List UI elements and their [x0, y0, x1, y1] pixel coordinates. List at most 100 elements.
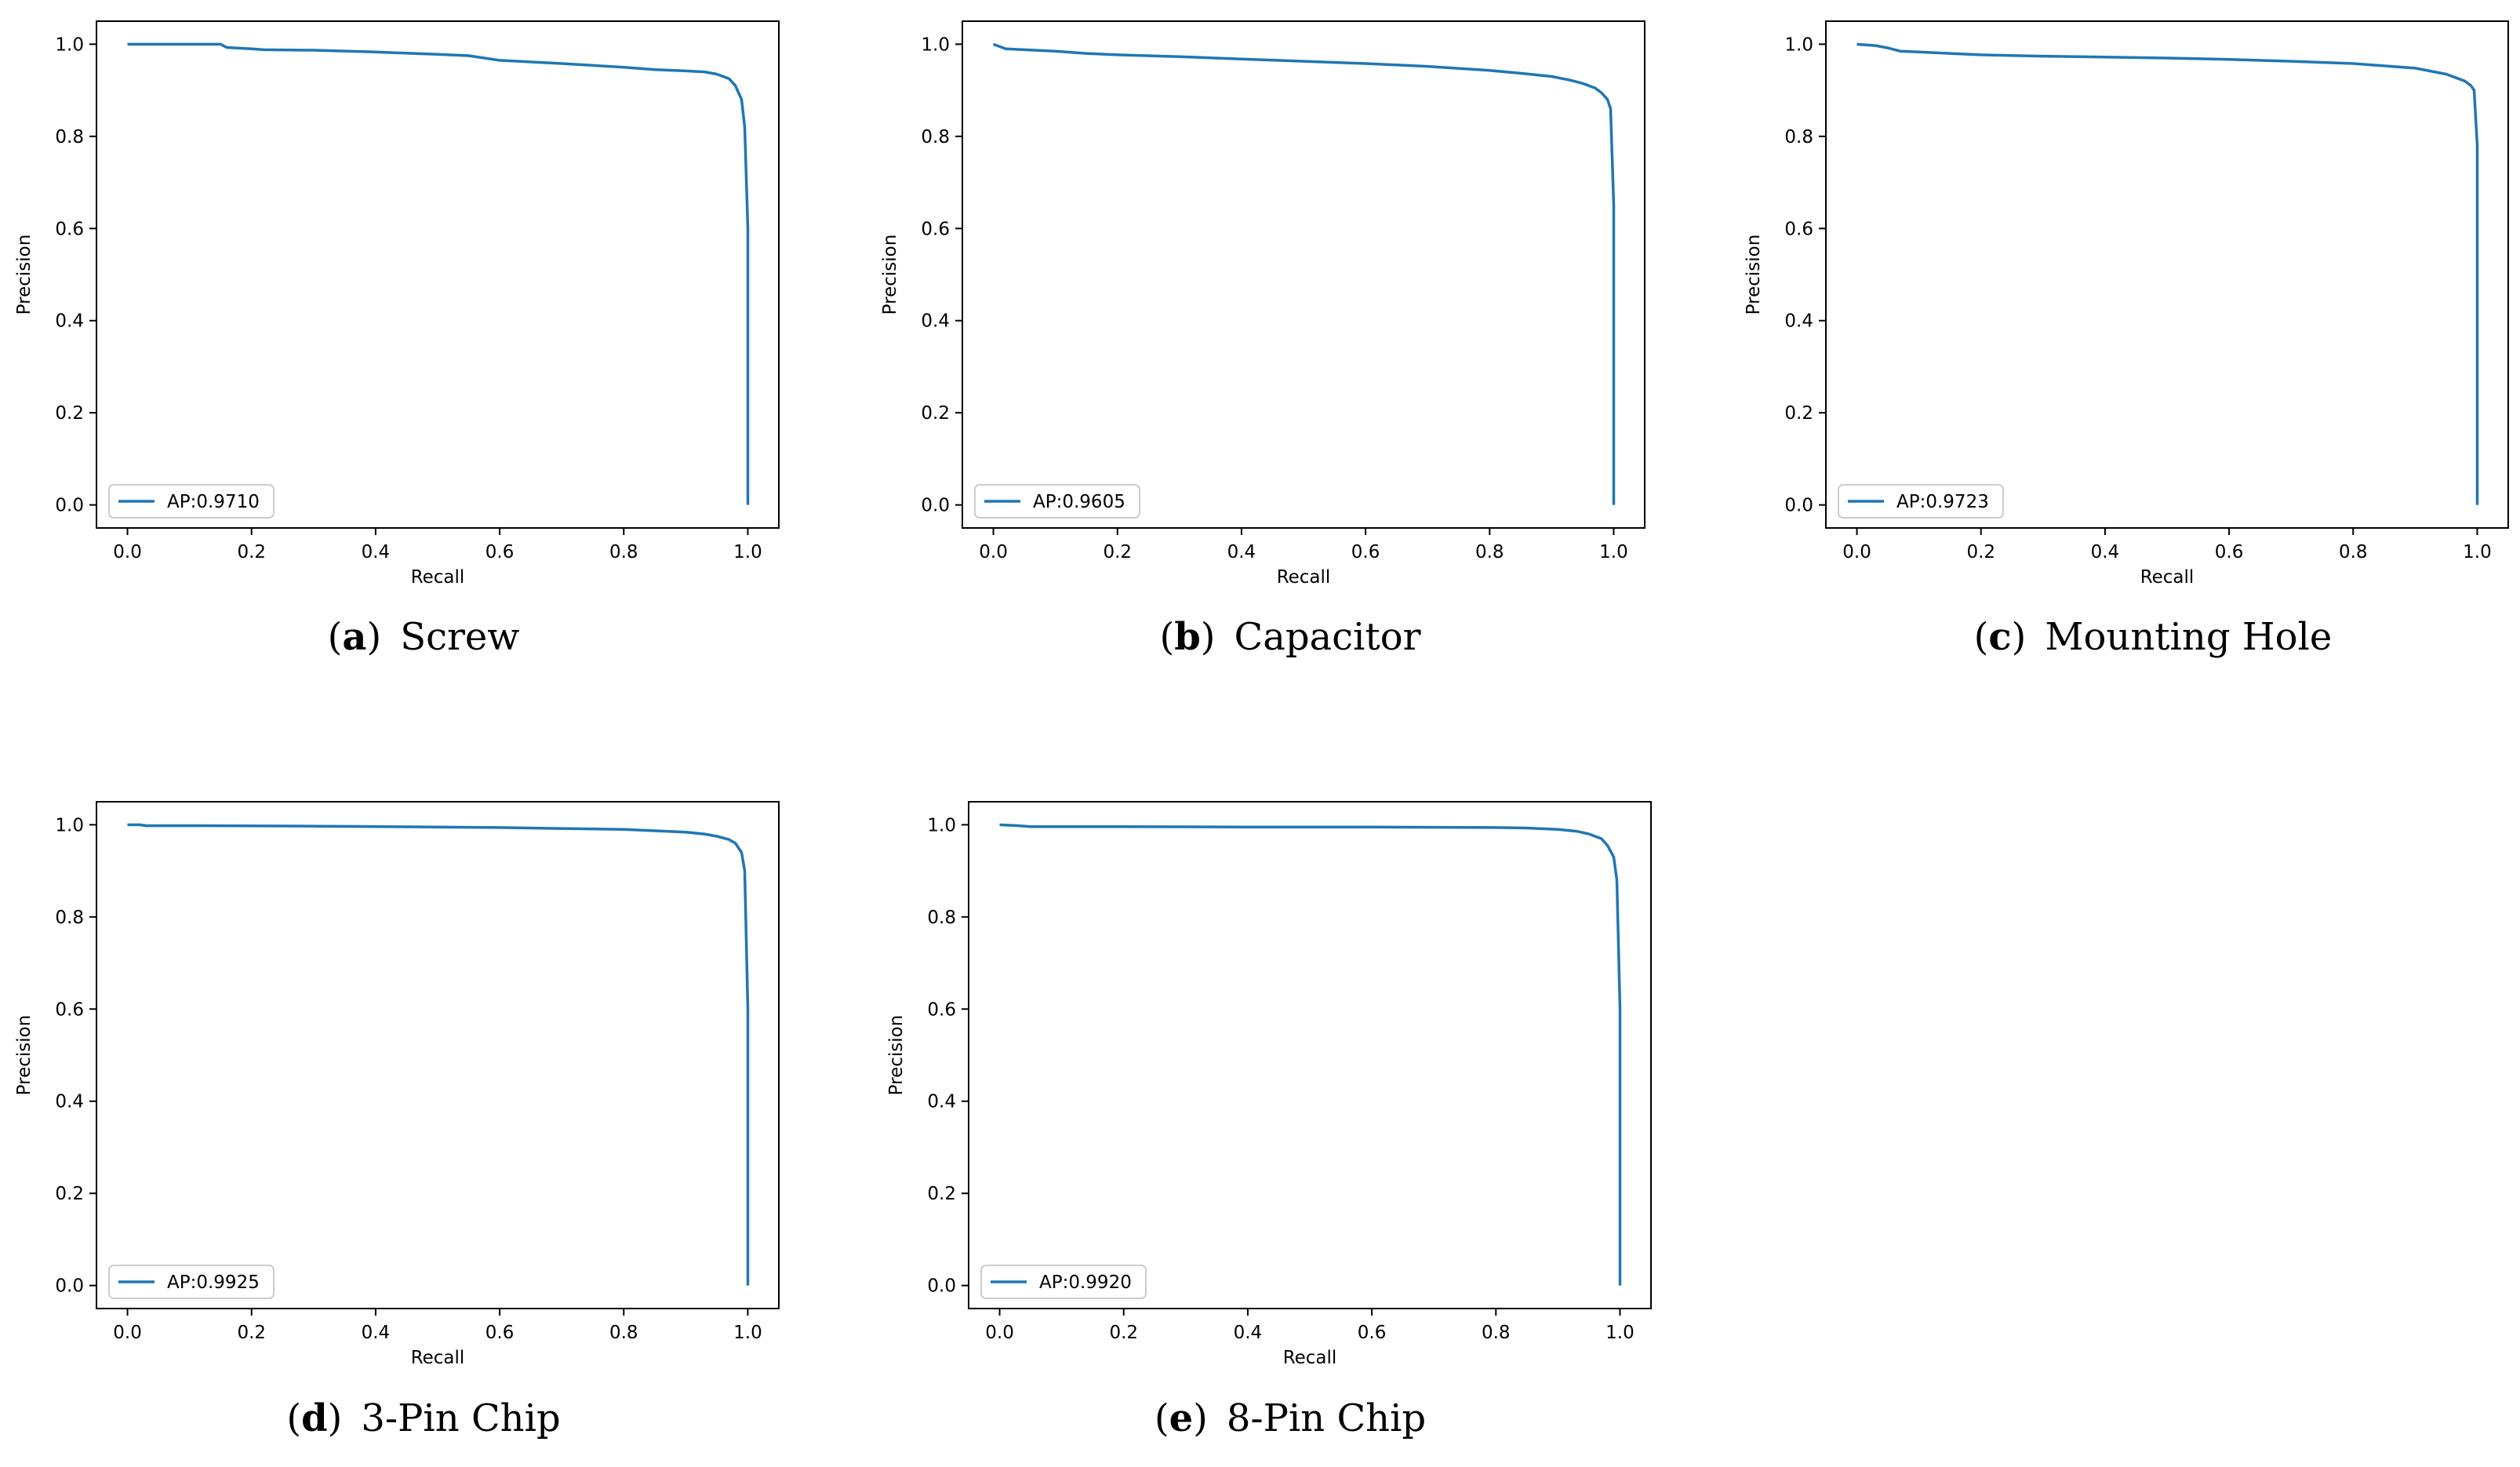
x-tick-label: 0.8: [1482, 1323, 1511, 1343]
caption-text: 3-Pin Chip: [361, 1396, 561, 1440]
caption-letter: b: [1174, 615, 1201, 659]
x-tick-label: 0.8: [609, 542, 638, 562]
x-tick-label: 0.8: [609, 1323, 638, 1343]
x-tick-label: 0.4: [362, 542, 391, 562]
x-axis-label: Recall: [1277, 567, 1331, 588]
legend-label: AP:0.9710: [167, 492, 260, 512]
x-tick-label: 1.0: [1599, 542, 1628, 562]
x-axis-label: Recall: [2140, 567, 2195, 588]
x-tick-label: 0.2: [1103, 542, 1132, 562]
y-tick-label: 0.4: [1784, 311, 1813, 332]
caption-letter: d: [301, 1396, 328, 1440]
chart-panel-d: 0.0 0.2 0.4 0.6 0.8 1.0 0.0 0.2 0.4 0.6 0.8 1.0 Reca…: [14, 801, 780, 1368]
legend-box: [108, 1265, 275, 1299]
x-tick-label: 1.0: [733, 542, 762, 562]
y-tick-label: 0.8: [927, 908, 956, 928]
x-tick-label: 0.2: [1109, 1323, 1138, 1343]
x-tick-label: 1.0: [733, 1323, 762, 1343]
y-tick-label: 0.6: [921, 219, 950, 239]
subfigure-caption: (b) Capacitor: [1159, 615, 1421, 659]
x-tick-label: 0.8: [2339, 542, 2368, 562]
y-tick-label: 0.4: [55, 1092, 84, 1112]
y-tick-label: 0.4: [927, 1092, 956, 1112]
caption-text: Capacitor: [1234, 615, 1421, 659]
y-tick-label: 1.0: [927, 815, 956, 835]
x-axis-label: Recall: [411, 567, 465, 588]
caption-letter: c: [1988, 615, 2012, 659]
x-tick-label: 0.0: [1842, 542, 1871, 562]
y-tick-label: 0.0: [55, 1276, 84, 1297]
caption-letter: e: [1169, 1396, 1194, 1440]
y-tick-label: 0.8: [55, 127, 84, 147]
y-tick-label: 1.0: [55, 815, 84, 835]
x-tick-label: 0.0: [113, 542, 142, 562]
x-tick-label: 0.0: [985, 1323, 1014, 1343]
y-tick-label: 0.8: [55, 908, 84, 928]
axes-frame: [968, 801, 1652, 1309]
chart-panel-b: 0.0 0.2 0.4 0.6 0.8 1.0 0.0 0.2 0.4 0.6 0.8 1.0 Reca…: [880, 20, 1645, 588]
chart-panel-a: 0.0 0.2 0.4 0.6 0.8 1.0 0.0 0.2 0.4 0.6 0.8 1.0 Reca…: [14, 20, 780, 588]
legend-box: [974, 484, 1140, 519]
y-tick-label: 0.4: [921, 311, 950, 332]
x-axis-label: Recall: [411, 1348, 465, 1368]
y-tick-label: 0.0: [921, 496, 950, 516]
x-tick-label: 0.6: [485, 1323, 515, 1343]
pr-curve-line: [992, 42, 1616, 505]
legend-box: [108, 484, 275, 519]
x-tick-label: 1.0: [1605, 1323, 1635, 1343]
y-tick-label: 0.2: [927, 1184, 956, 1204]
x-tick-label: 0.4: [2091, 542, 2120, 562]
x-tick-label: 0.0: [979, 542, 1008, 562]
x-tick-label: 1.0: [2463, 542, 2492, 562]
x-tick-label: 0.4: [362, 1323, 391, 1343]
y-axis-label: Precision: [14, 1015, 35, 1096]
y-tick-label: 0.8: [1784, 127, 1813, 147]
y-tick-label: 0.2: [1784, 403, 1813, 424]
axes-frame: [962, 20, 1645, 529]
y-tick-label: 0.2: [55, 1184, 84, 1204]
x-tick-label: 0.6: [485, 542, 515, 562]
x-tick-label: 0.4: [1227, 542, 1256, 562]
x-tick-label: 0.8: [1475, 542, 1504, 562]
legend-label: AP:0.9925: [167, 1272, 260, 1293]
axes-frame: [1825, 20, 2509, 529]
caption-text: Screw: [400, 615, 520, 659]
x-axis-label: Recall: [1283, 1348, 1337, 1368]
y-axis-label: Precision: [886, 1015, 907, 1096]
y-axis-label: Precision: [1744, 235, 1764, 315]
chart-panel-c: 0.0 0.2 0.4 0.6 0.8 1.0 0.0 0.2 0.4 0.6 0.8 1.0 Reca…: [1744, 20, 2509, 588]
axes-frame: [96, 20, 780, 529]
y-tick-label: 0.8: [921, 127, 950, 147]
y-tick-label: 1.0: [1784, 35, 1813, 55]
pr-curve-line: [127, 42, 750, 505]
chart-panel-e: 0.0 0.2 0.4 0.6 0.8 1.0 0.0 0.2 0.4 0.6 0.8 1.0 Reca…: [886, 801, 1652, 1368]
pr-curve-line: [1856, 42, 2479, 505]
x-tick-label: 0.6: [2215, 542, 2244, 562]
legend-label: AP:0.9920: [1039, 1272, 1132, 1293]
legend-box: [1838, 484, 2004, 519]
caption-text: Mounting Hole: [2045, 615, 2333, 659]
caption-text: 8-Pin Chip: [1226, 1396, 1427, 1440]
pr-curve-line: [999, 823, 1622, 1286]
subfigure-caption: (a) Screw: [327, 615, 520, 659]
caption-letter: a: [342, 615, 367, 659]
y-tick-label: 0.2: [55, 403, 84, 424]
subfigure-caption: (c) Mounting Hole: [1973, 615, 2333, 659]
x-tick-label: 0.2: [1966, 542, 1995, 562]
x-tick-label: 0.2: [237, 1323, 266, 1343]
y-tick-label: 0.0: [1784, 496, 1813, 516]
axes-frame: [96, 801, 780, 1309]
y-tick-label: 0.0: [927, 1276, 956, 1297]
y-tick-label: 0.6: [1784, 219, 1813, 239]
y-tick-label: 0.2: [921, 403, 950, 424]
y-tick-label: 0.6: [55, 219, 84, 239]
y-tick-label: 0.0: [55, 496, 84, 516]
y-axis-label: Precision: [14, 235, 35, 315]
legend-label: AP:0.9723: [1896, 492, 1989, 512]
pr-curve-line: [127, 823, 750, 1286]
subfigure-caption: (d) 3-Pin Chip: [286, 1396, 561, 1440]
x-tick-label: 0.6: [1351, 542, 1380, 562]
legend-box: [980, 1265, 1147, 1299]
x-tick-label: 0.4: [1234, 1323, 1263, 1343]
